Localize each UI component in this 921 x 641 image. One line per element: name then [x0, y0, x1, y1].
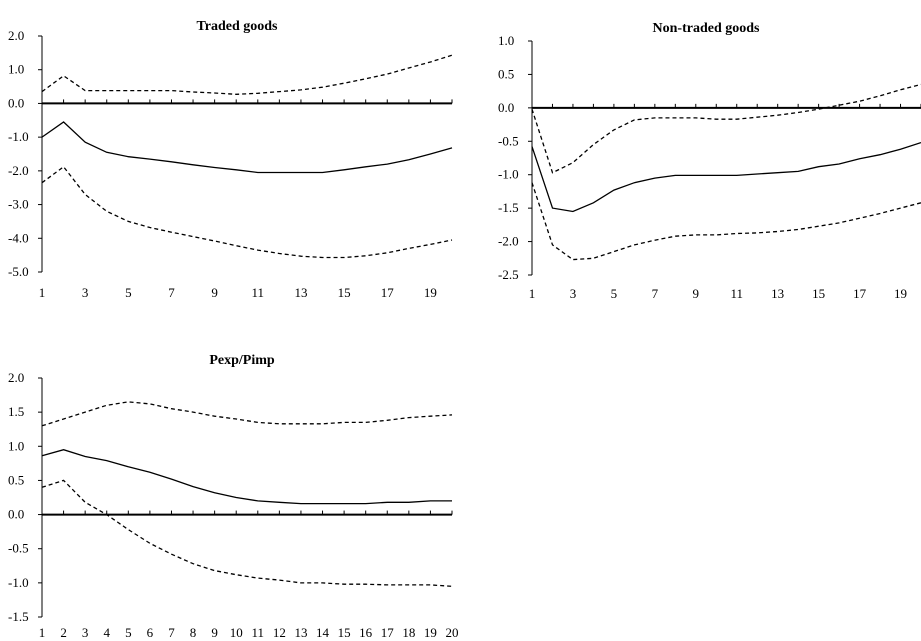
x-tick-label: 19: [894, 286, 907, 301]
y-tick-label: -1.5: [498, 200, 519, 215]
chart-title: Non-traded goods: [653, 21, 761, 36]
x-tick-label: 9: [211, 625, 218, 640]
x-tick-label: 2: [60, 625, 67, 640]
x-tick-label: 13: [771, 286, 784, 301]
y-tick-label: 1.0: [498, 33, 514, 48]
y-tick-label: -0.5: [8, 541, 29, 556]
x-tick-label: 3: [82, 625, 89, 640]
x-tick-label: 17: [381, 285, 395, 300]
y-tick-label: 0.5: [498, 66, 514, 81]
y-tick-label: -1.5: [8, 609, 29, 624]
x-tick-label: 14: [316, 625, 330, 640]
response-line-2: [41, 449, 452, 505]
y-tick-label: -2.0: [8, 163, 29, 178]
x-tick-label: 8: [190, 625, 197, 640]
y-tick-label: -2.5: [498, 267, 519, 282]
x-tick-label: 5: [125, 285, 132, 300]
x-tick-label: 15: [338, 625, 351, 640]
x-tick-label: 17: [381, 625, 395, 640]
x-tick-label: 10: [230, 625, 243, 640]
y-tick-label: -5.0: [8, 264, 29, 279]
y-tick-label: -1.0: [8, 575, 29, 590]
x-tick-label: 15: [812, 286, 825, 301]
y-tick-label: 2.0: [8, 28, 24, 43]
response-line-2: [41, 121, 453, 174]
x-tick-label: 15: [338, 285, 351, 300]
y-tick-label: -0.5: [498, 133, 519, 148]
confidence-band-line-3: [41, 165, 453, 259]
x-tick-label: 4: [103, 625, 110, 640]
x-tick-label: 16: [359, 625, 373, 640]
x-tick-label: 19: [424, 285, 437, 300]
x-tick-label: 1: [39, 625, 46, 640]
x-tick-label: 9: [693, 286, 700, 301]
x-tick-label: 6: [147, 625, 154, 640]
x-tick-label: 3: [82, 285, 89, 300]
x-tick-label: 11: [252, 625, 265, 640]
y-tick-label: -2.0: [498, 234, 519, 249]
chart-title: Pexp/Pimp: [209, 353, 275, 368]
x-tick-label: 11: [252, 285, 265, 300]
x-tick-label: 20: [446, 625, 459, 640]
y-tick-label: -4.0: [8, 230, 29, 245]
x-tick-label: 7: [168, 625, 175, 640]
y-tick-label: 2.0: [8, 370, 24, 385]
y-tick-label: 1.5: [8, 404, 24, 419]
x-tick-label: 13: [294, 625, 307, 640]
y-tick-label: -1.0: [498, 167, 519, 182]
confidence-band-line-3: [531, 182, 921, 261]
y-tick-label: 1.0: [8, 62, 24, 77]
y-tick-label: 1.0: [8, 438, 24, 453]
x-tick-label: 9: [211, 285, 218, 300]
x-tick-label: 11: [730, 286, 743, 301]
x-tick-label: 19: [424, 625, 437, 640]
x-tick-label: 17: [853, 286, 867, 301]
chart-panel-2: Non-traded goods 1.0 0.5 0.0 -0.5 -1.0 -1.5 -2.…: [498, 21, 921, 301]
x-tick-label: 18: [402, 625, 415, 640]
response-line-2: [531, 141, 921, 213]
x-tick-label: 3: [570, 286, 577, 301]
y-tick-label: -1.0: [8, 129, 29, 144]
y-tick-label: 0.0: [8, 507, 24, 522]
x-tick-label: 5: [125, 625, 132, 640]
confidence-band-line-1: [531, 83, 921, 174]
x-tick-label: 1: [529, 286, 536, 301]
confidence-band-line-1: [41, 54, 453, 95]
x-tick-label: 7: [652, 286, 659, 301]
confidence-band-line-3: [41, 479, 453, 587]
chart-panel-1: Traded goods 2.0 1.0 0.0 -1.0 -2.0 -3.0 -4.0 -5.…: [8, 19, 453, 300]
chart-title: Traded goods: [196, 19, 278, 34]
y-tick-label: 0.5: [8, 472, 24, 487]
x-tick-label: 13: [294, 285, 307, 300]
x-tick-label: 12: [273, 625, 286, 640]
x-tick-label: 5: [611, 286, 618, 301]
y-tick-label: 0.0: [8, 95, 24, 110]
y-tick-label: 0.0: [498, 100, 514, 115]
x-tick-label: 7: [168, 285, 175, 300]
confidence-band-line-1: [41, 401, 453, 427]
y-tick-label: -3.0: [8, 197, 29, 212]
x-tick-label: 1: [39, 285, 46, 300]
